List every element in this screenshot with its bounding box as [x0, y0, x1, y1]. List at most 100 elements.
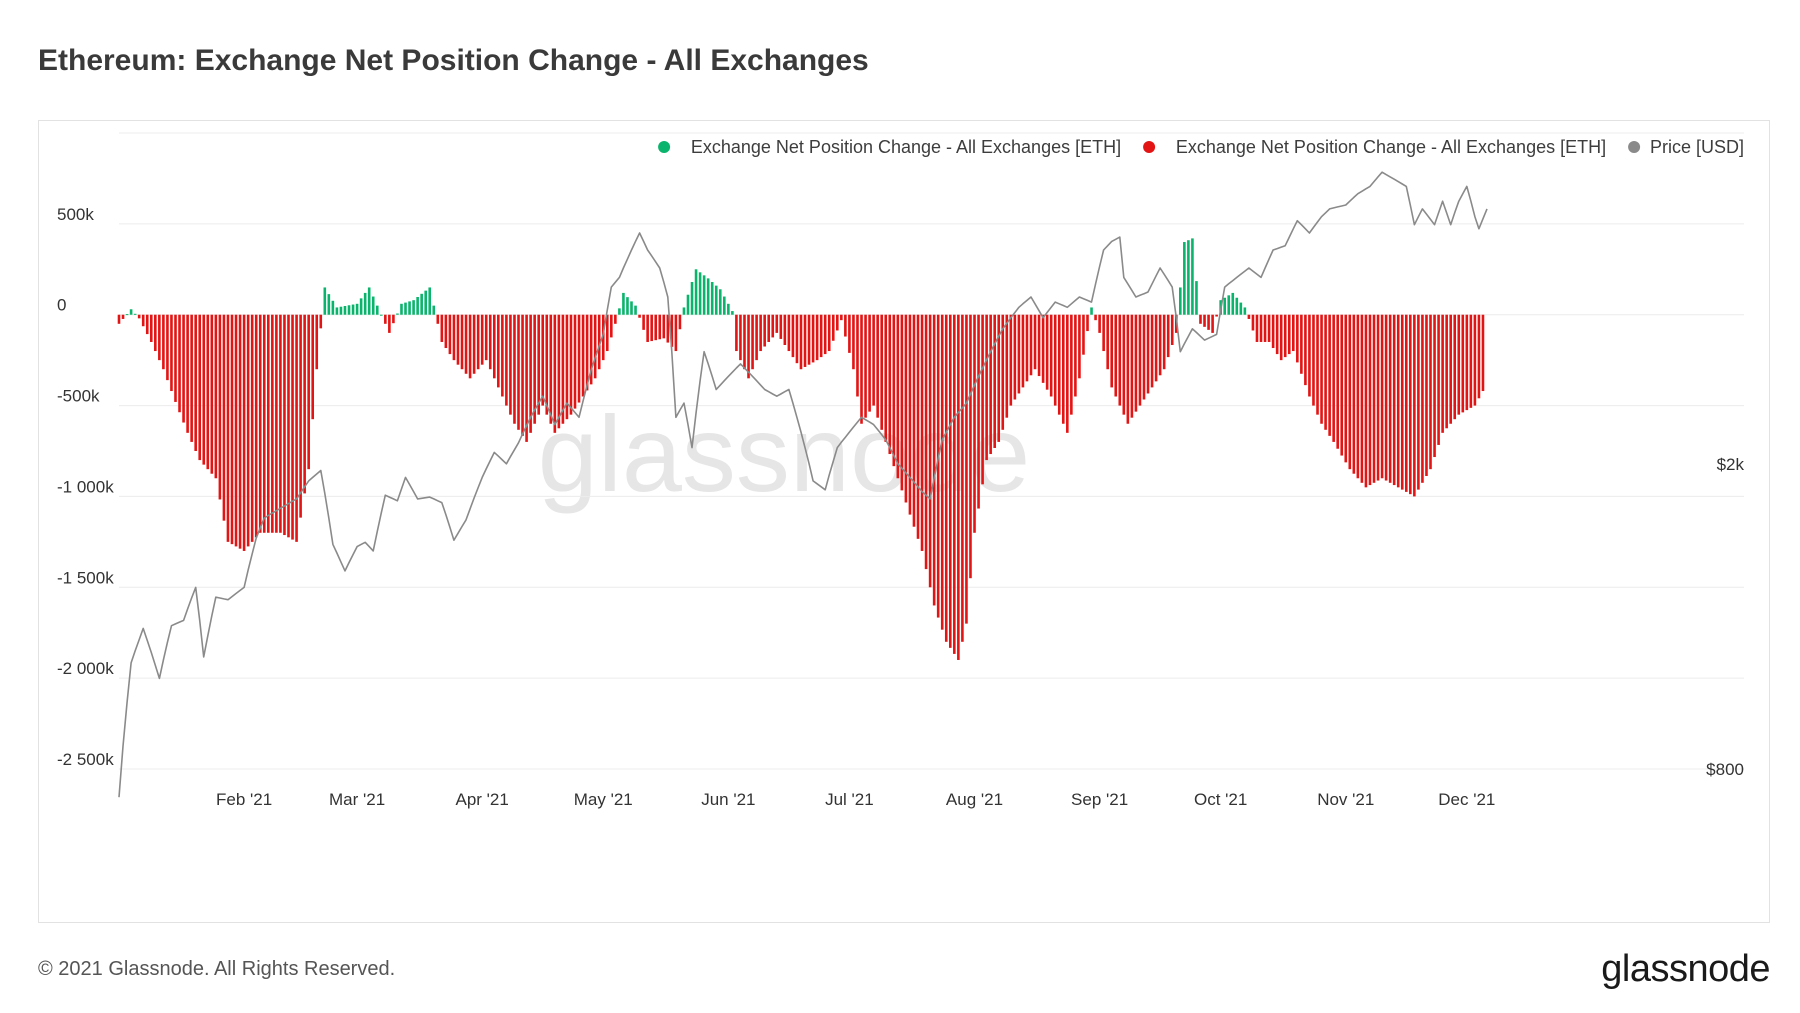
bar-negative	[1388, 314, 1392, 483]
bar-negative	[166, 314, 169, 381]
bar-negative	[1304, 314, 1307, 386]
bar-positive	[129, 309, 133, 315]
bar-negative	[815, 314, 819, 361]
bar-negative	[759, 314, 762, 352]
bar-negative	[1049, 314, 1053, 397]
y-left-tick-label: -500k	[57, 387, 100, 406]
y-left-tick-label: -2 500k	[57, 750, 114, 769]
y-left-tick-label: 0	[57, 296, 66, 315]
bar-negative	[541, 314, 545, 406]
bar-negative	[1098, 314, 1101, 333]
bar-negative	[1134, 314, 1138, 412]
bar-negative	[795, 314, 799, 364]
bar-positive	[125, 314, 129, 316]
bar-negative	[275, 314, 278, 533]
legend-marker[interactable]	[1143, 141, 1156, 153]
bar-positive	[686, 294, 690, 315]
bar-negative	[303, 314, 306, 494]
bar-negative	[545, 314, 549, 415]
legend-marker[interactable]	[1628, 141, 1641, 153]
bar-negative	[783, 314, 787, 345]
bar-negative	[291, 314, 294, 540]
bar-negative	[1263, 314, 1267, 342]
bar-positive	[1090, 307, 1093, 315]
bar-negative	[872, 314, 875, 406]
bar-positive	[428, 287, 432, 315]
bar-negative	[678, 314, 682, 330]
bar-positive	[634, 305, 637, 315]
bar-negative	[1001, 314, 1005, 430]
bar-negative	[141, 314, 145, 327]
bar-negative	[1166, 314, 1170, 358]
bar-negative	[1110, 314, 1114, 388]
bar-negative	[436, 314, 440, 324]
bar-positive	[630, 301, 633, 315]
bar-negative	[497, 314, 500, 388]
bar-negative	[884, 314, 888, 442]
net-position-bars	[117, 238, 1485, 660]
bar-negative	[779, 314, 783, 339]
bar-negative	[646, 314, 649, 342]
bar-negative	[1199, 314, 1202, 324]
bar-negative	[969, 314, 972, 579]
bar-positive	[331, 300, 335, 315]
bar-negative	[484, 314, 488, 361]
bar-negative	[501, 314, 504, 397]
bar-negative	[864, 314, 867, 418]
bar-negative	[771, 314, 775, 338]
bar-negative	[246, 314, 250, 547]
bar-negative	[1368, 314, 1372, 486]
legend[interactable]: Price [USD] Exchange Net Position Change …	[658, 137, 1744, 157]
bar-negative	[961, 314, 964, 642]
x-tick-label: Jun '21	[701, 790, 755, 809]
bar-negative	[1158, 314, 1162, 376]
bar-positive	[343, 305, 347, 315]
bar-negative	[1170, 314, 1174, 345]
bar-negative	[957, 314, 960, 660]
bar-positive	[1239, 302, 1243, 315]
bar-negative	[258, 314, 262, 533]
bar-negative	[1344, 314, 1348, 463]
bar-negative	[149, 314, 153, 342]
bar-positive	[1187, 240, 1190, 315]
bar-negative	[194, 314, 197, 451]
bar-negative	[182, 314, 185, 423]
bar-negative	[121, 314, 125, 319]
bar-negative	[1380, 314, 1384, 479]
bar-negative	[242, 314, 246, 551]
chart-canvas[interactable]: glassnode 500k 0 -500k -1 000k -1 500k -2 000…	[39, 121, 1769, 922]
glassnode-logo[interactable]: glassnode	[1601, 948, 1770, 990]
bar-negative	[1255, 314, 1259, 342]
bar-negative	[916, 314, 920, 539]
bar-negative	[944, 314, 948, 642]
bar-negative	[799, 314, 803, 370]
bar-negative	[787, 314, 791, 352]
bar-negative	[1275, 314, 1279, 355]
bar-negative	[1017, 314, 1021, 394]
bar-negative	[1106, 314, 1109, 370]
bar-negative	[823, 314, 827, 355]
x-tick-label: May '21	[574, 790, 633, 809]
bar-negative	[1138, 314, 1142, 406]
bar-negative	[581, 314, 585, 397]
bar-negative	[803, 314, 807, 367]
bar-negative	[1372, 314, 1376, 483]
bar-negative	[775, 314, 779, 333]
bar-negative	[1324, 314, 1327, 430]
bar-negative	[1146, 314, 1150, 394]
bar-negative	[856, 314, 859, 397]
legend-marker[interactable]	[658, 141, 671, 153]
bar-positive	[371, 296, 375, 315]
bar-negative	[537, 314, 540, 415]
bar-negative	[1102, 314, 1105, 352]
bar-negative	[896, 314, 900, 479]
bar-negative	[876, 314, 879, 418]
bar-positive	[432, 305, 436, 315]
bar-negative	[1094, 314, 1097, 321]
bar-positive	[731, 311, 734, 315]
bar-negative	[993, 314, 996, 448]
bar-negative	[831, 314, 835, 341]
bar-negative	[158, 314, 161, 361]
bar-negative	[948, 314, 952, 648]
bar-negative	[1142, 314, 1146, 400]
